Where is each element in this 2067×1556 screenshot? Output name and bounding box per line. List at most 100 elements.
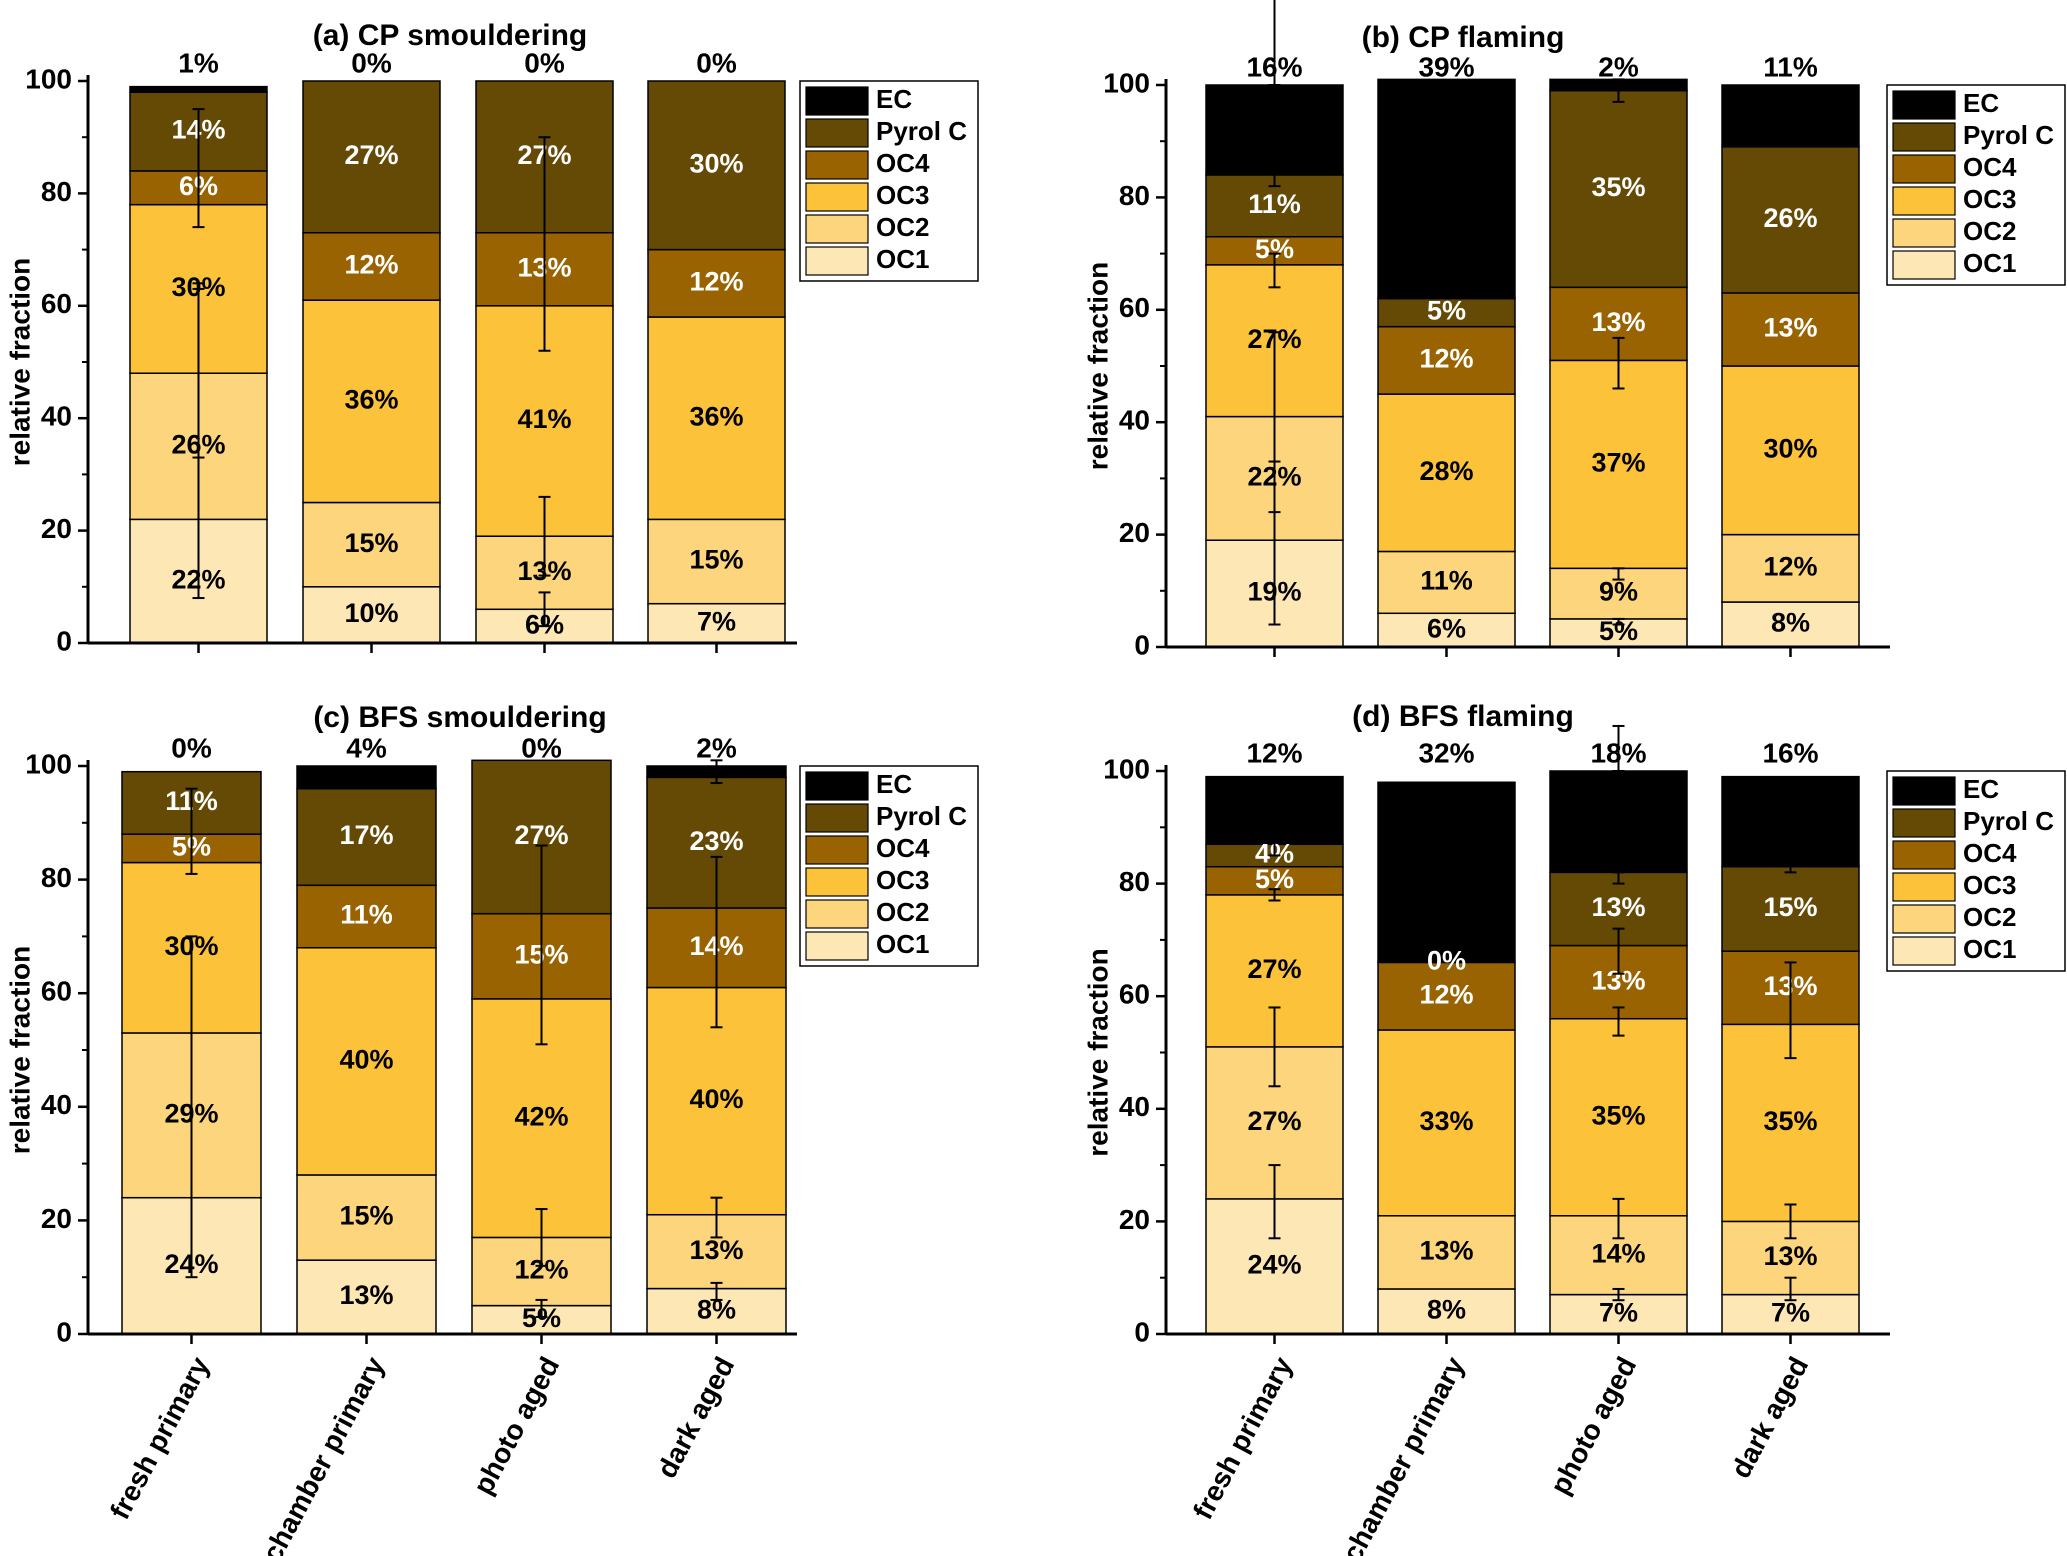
bar-segment-pyrol-c-dark-aged — [1721, 146, 1860, 294]
bar-top-label: 4% — [346, 732, 387, 763]
segment-label: 13% — [1419, 1235, 1473, 1265]
error-bar — [1612, 1197, 1625, 1240]
x-tick-label-photo-aged: photo aged — [467, 1352, 565, 1500]
bar-segment-ec-fresh-primary — [1205, 84, 1344, 176]
legend-label-oc1: OC1 — [876, 929, 929, 959]
y-tick-label: 60 — [41, 976, 72, 1007]
bar-segment-ec-photo-aged — [1549, 770, 1688, 874]
segment-label: 12% — [689, 266, 743, 296]
segment-label: 35% — [1591, 1100, 1645, 1130]
y-tick-label: 100 — [1103, 753, 1150, 784]
segment-label: 30% — [1763, 433, 1817, 463]
segment-label: 24% — [1247, 1250, 1301, 1280]
bar-top-label: 0% — [521, 732, 562, 763]
error-bar — [192, 282, 205, 459]
y-axis-label: relative fraction — [1082, 262, 1113, 471]
legend-swatch-oc3 — [1892, 872, 1956, 902]
y-tick-label: 60 — [1119, 292, 1150, 323]
legend-swatch-pyrol-c — [805, 118, 869, 148]
segment-label: 13% — [1591, 307, 1645, 337]
legend-swatch-pyrol-c — [805, 803, 869, 833]
bar-segment-ec-chamber-primary — [1377, 781, 1516, 964]
y-tick-label: 80 — [1119, 866, 1150, 897]
y-tick-label: 40 — [41, 1089, 72, 1120]
bar-segment-oc4-dark-aged — [1721, 292, 1860, 367]
legend-swatch-oc3 — [805, 182, 869, 212]
error-bar — [185, 935, 198, 1279]
y-tick-label: 60 — [1119, 979, 1150, 1010]
error-bar — [1784, 961, 1797, 1060]
error-bar — [535, 1298, 548, 1318]
legend-label-ec: EC — [1963, 774, 1999, 804]
bar-segment-pyrol-c-chamber-primary — [296, 787, 437, 887]
panel-title: (b) CP flaming — [1362, 21, 1565, 54]
legend-swatch-ec — [1892, 90, 1956, 120]
x-tick-label-dark-aged: dark aged — [651, 1352, 740, 1483]
error-bar — [1612, 724, 1625, 772]
legend-swatch-oc4 — [1892, 154, 1956, 184]
bar-top-label: 16% — [1762, 737, 1818, 768]
error-bar — [535, 1208, 548, 1267]
legend-swatch-oc1 — [1892, 250, 1956, 280]
legend-swatch-oc4 — [1892, 840, 1956, 870]
legend-label-oc3: OC3 — [876, 180, 929, 210]
segment-label: 15% — [339, 1201, 393, 1231]
panel-title: (d) BFS flaming — [1352, 700, 1574, 733]
segment-label: 13% — [339, 1280, 393, 1310]
y-axis-label: relative fraction — [4, 258, 35, 467]
error-bar — [1612, 567, 1625, 581]
legend-label-oc3: OC3 — [876, 865, 929, 895]
legend-label-pyrol-c: Pyrol C — [876, 801, 967, 831]
bar-segment-pyrol-c-dark-aged — [1721, 865, 1860, 952]
y-tick-label: 20 — [1119, 517, 1150, 548]
bar-segment-pyrol-c-chamber-primary — [1377, 297, 1516, 328]
segment-label: 27% — [344, 140, 398, 170]
segment-label: 13% — [1591, 892, 1645, 922]
x-tick-label-photo-aged: photo aged — [1544, 1352, 1642, 1500]
segment-label: 6% — [1427, 613, 1466, 643]
y-axis-label: relative fraction — [1082, 948, 1113, 1157]
error-bar — [538, 591, 551, 628]
error-bar — [1612, 871, 1625, 885]
segment-label: 15% — [689, 545, 743, 575]
segment-label: 30% — [689, 148, 743, 178]
error-bar — [1612, 927, 1625, 975]
bar-segment-oc2-chamber-primary — [1377, 550, 1516, 615]
y-tick-label: 100 — [25, 63, 72, 94]
bar-top-label: 11% — [1763, 51, 1818, 82]
bar-top-label: 1% — [178, 47, 219, 78]
legend-swatch-oc3 — [805, 867, 869, 897]
bar-top-label: 0% — [696, 47, 737, 78]
legend-label-oc3: OC3 — [1963, 870, 2016, 900]
y-tick-label: 40 — [1119, 1091, 1150, 1122]
legend-swatch-oc2 — [805, 214, 869, 244]
legend-swatch-oc4 — [805, 835, 869, 865]
bar-segment-oc3-chamber-primary — [302, 299, 441, 504]
error-bar — [710, 1196, 723, 1239]
y-tick-label: 20 — [41, 513, 72, 544]
error-bar — [1268, 1006, 1281, 1088]
bar-segment-ec-chamber-primary — [296, 765, 437, 790]
bar-top-label: 39% — [1418, 51, 1474, 82]
panel-d: (d) BFS flaming relative fraction 24% 27% 27… — [1082, 700, 2066, 1556]
y-tick-label: 100 — [1103, 67, 1150, 98]
panel-title: (a) CP smouldering — [313, 19, 587, 52]
segment-label: 17% — [339, 820, 393, 850]
segment-label: 8% — [1771, 608, 1810, 638]
legend-swatch-oc2 — [1892, 218, 1956, 248]
legend-swatch-oc2 — [1892, 904, 1956, 934]
segment-label: 7% — [1599, 1297, 1638, 1327]
bar-segment-oc3-chamber-primary — [296, 947, 437, 1176]
legend-label-oc4: OC4 — [1963, 838, 2017, 868]
legend-swatch-oc1 — [805, 931, 869, 961]
legend-swatch-ec — [805, 771, 869, 801]
y-tick-label: 80 — [41, 176, 72, 207]
segment-label: 5% — [1427, 296, 1466, 326]
error-bar — [1784, 1276, 1797, 1302]
legend-label-oc1: OC1 — [1963, 248, 2016, 278]
x-tick-label-chamber-primary: chamber primary — [256, 1351, 390, 1556]
